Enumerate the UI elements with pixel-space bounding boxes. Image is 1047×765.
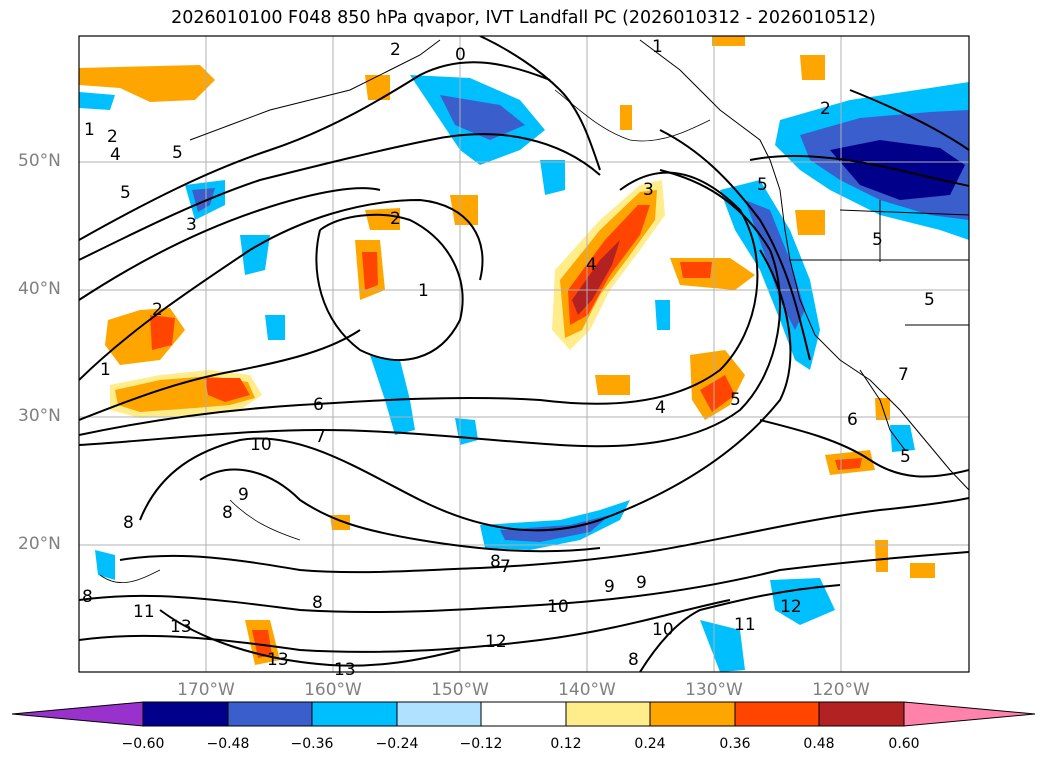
- contour-label: 5: [120, 183, 131, 203]
- contour-label: 5: [757, 175, 768, 195]
- contour-label: 2: [107, 127, 118, 147]
- contour-label: 2: [390, 40, 401, 60]
- contour-label: 1: [84, 120, 95, 140]
- thin-contours: [99, 89, 711, 583]
- colorbar-tick-label: −0.36: [290, 736, 334, 752]
- colorbar-tick-label: 0.60: [888, 736, 920, 752]
- contour-label: 1: [652, 37, 663, 57]
- contour-label: 7: [500, 557, 511, 577]
- lon-label: 160°W: [304, 680, 362, 700]
- contour-label: 8: [628, 650, 639, 670]
- contour-label: 9: [604, 577, 615, 597]
- contour-label: 1: [418, 281, 429, 301]
- contour-label: 5: [872, 230, 883, 250]
- contour-labels: 1 2 5 5 3 4 1 2 6 7 10 9 8 8 11 13 13 13…: [82, 37, 935, 680]
- colorbar-segment: [480, 701, 567, 727]
- gridlines: [79, 36, 969, 672]
- contour-label: 5: [730, 390, 741, 410]
- colorbar-over: [903, 701, 1036, 727]
- contour-label: 7: [315, 427, 326, 447]
- colorbar-segment: [142, 701, 229, 727]
- colorbar-tick-label: 0.36: [719, 736, 751, 752]
- colorbar-tick-label: −0.60: [121, 736, 165, 752]
- colorbar-tick-label: 0.48: [803, 736, 835, 752]
- colorbar-segment: [565, 701, 651, 727]
- positive-shading: [79, 36, 935, 665]
- lon-label: 150°W: [431, 680, 489, 700]
- contour-label: 8: [490, 552, 501, 572]
- contour-label: 2: [152, 300, 163, 320]
- contour-label: 10: [652, 620, 674, 640]
- contour-label: 11: [734, 615, 756, 635]
- coastlines: [189, 39, 969, 491]
- contour-label: 4: [655, 398, 666, 418]
- lat-label: 50°N: [18, 151, 61, 171]
- colorbar-tick-label: −0.48: [206, 736, 250, 752]
- contour-label: 2: [820, 99, 831, 119]
- negative-shading: [79, 75, 969, 672]
- lon-label: 170°W: [177, 680, 235, 700]
- contour-label: 1: [100, 360, 111, 380]
- contour-label: 4: [586, 255, 597, 275]
- colorbar-segment: [649, 701, 736, 727]
- contour-label: 8: [123, 513, 134, 533]
- lat-label: 30°N: [18, 406, 61, 426]
- colorbar-tick-label: 0.12: [550, 736, 582, 752]
- lon-label: 130°W: [685, 680, 743, 700]
- plot-frame: [78, 35, 970, 673]
- lat-label: 20°N: [18, 534, 61, 554]
- contour-label: 5: [900, 447, 911, 467]
- contour-label: 3: [643, 180, 654, 200]
- contour-label: 12: [780, 597, 802, 617]
- contour-label: 2: [390, 209, 401, 229]
- colorbar-segment: [311, 701, 398, 727]
- contour-label: 9: [238, 485, 249, 505]
- contour-label: 6: [847, 410, 858, 430]
- colorbar-tick-label: −0.24: [375, 736, 419, 752]
- contour-label: 8: [222, 503, 233, 523]
- colorbar-tick-label: 0.24: [634, 736, 666, 752]
- colorbar-segment: [396, 701, 482, 727]
- colorbar-tick-label: −0.12: [459, 736, 503, 752]
- contour-label: 9: [636, 573, 647, 593]
- contour-label: 11: [133, 602, 155, 622]
- contour-label: 8: [312, 593, 323, 613]
- contour-label: 3: [186, 215, 197, 235]
- contour-label: 13: [334, 660, 356, 680]
- contour-label: 4: [110, 145, 121, 165]
- colorbar-segment: [818, 701, 905, 727]
- colorbar-under: [11, 701, 144, 727]
- lat-label: 40°N: [18, 279, 61, 299]
- contour-label: 7: [898, 365, 909, 385]
- colorbar-segment: [227, 701, 313, 727]
- ivt-contours: [79, 36, 969, 672]
- contour-label: 6: [313, 395, 324, 415]
- contour-label: 8: [82, 587, 93, 607]
- contour-label: 10: [250, 435, 272, 455]
- lon-label: 140°W: [558, 680, 616, 700]
- contour-label: 13: [170, 617, 192, 637]
- contour-label: 12: [485, 632, 507, 652]
- contour-label: 0: [455, 45, 466, 65]
- contour-label: 13: [267, 650, 289, 670]
- colorbar-segment: [734, 701, 820, 727]
- contour-label: 5: [924, 290, 935, 310]
- contour-label: 10: [547, 597, 569, 617]
- map-title: 2026010100 F048 850 hPa qvapor, IVT Land…: [171, 8, 876, 28]
- contour-label: 5: [172, 143, 183, 163]
- lon-label: 120°W: [812, 680, 870, 700]
- colorbar: [11, 701, 1036, 727]
